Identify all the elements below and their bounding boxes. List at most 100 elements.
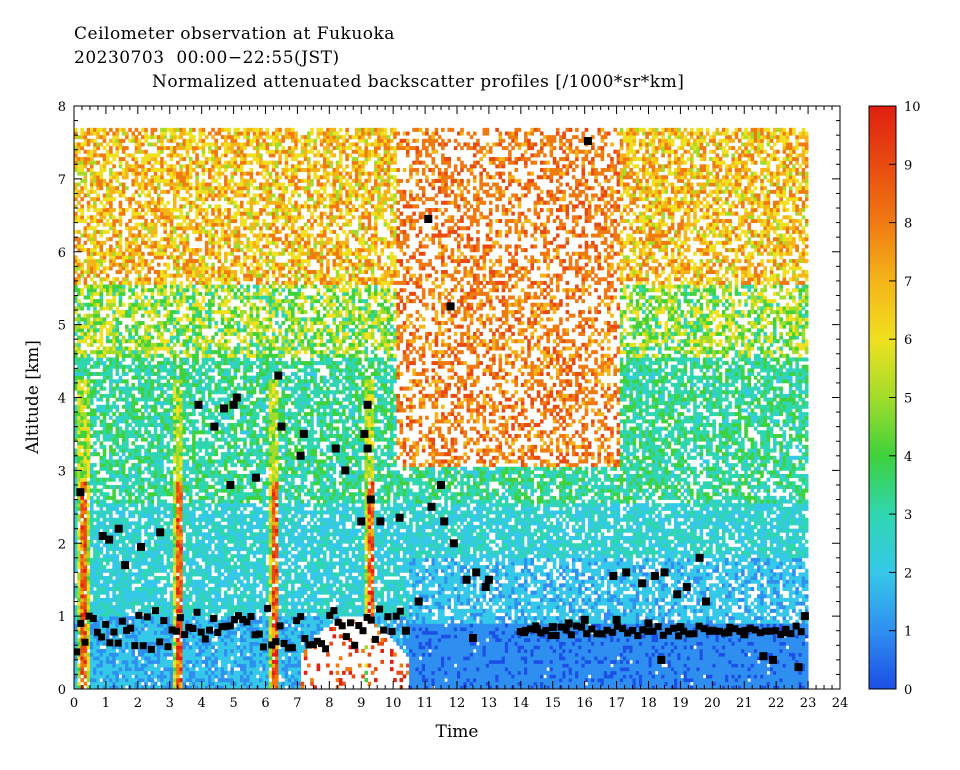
heatmap-cell (144, 583, 148, 587)
heatmap-cell (115, 172, 119, 176)
heatmap-cell (202, 576, 206, 580)
heatmap-cell (170, 598, 174, 602)
heatmap-cell (128, 394, 132, 398)
heatmap-cell (115, 500, 119, 504)
heatmap-cell (183, 481, 187, 485)
heatmap-cell (157, 332, 161, 336)
heatmap-cell (135, 510, 139, 514)
heatmap-cell (84, 561, 88, 565)
heatmap-cell (186, 336, 190, 340)
heatmap-cell (138, 193, 142, 197)
heatmap-cell (84, 193, 88, 197)
heatmap-cell (183, 507, 187, 511)
heatmap-cell (173, 445, 177, 449)
heatmap-cell (96, 620, 100, 624)
heatmap-cell (141, 631, 145, 635)
heatmap-cell (122, 172, 126, 176)
heatmap-cell (173, 496, 177, 500)
heatmap-cell (135, 474, 139, 478)
heatmap-cell (74, 609, 78, 613)
heatmap-cell (87, 376, 91, 380)
heatmap-cell (135, 634, 139, 638)
heatmap-cell (119, 365, 123, 369)
heatmap-cell (144, 609, 148, 613)
heatmap-cell (173, 204, 177, 208)
heatmap-cell (112, 252, 116, 256)
heatmap-cell (189, 398, 193, 402)
heatmap-cell (189, 645, 193, 649)
heatmap-cell (122, 449, 126, 453)
heatmap-cell (173, 638, 177, 642)
heatmap-cell (74, 518, 78, 522)
heatmap-cell (167, 445, 171, 449)
heatmap-cell (109, 459, 113, 463)
heatmap-cell (163, 510, 167, 514)
heatmap-cell (112, 223, 116, 227)
heatmap-cell (198, 514, 202, 518)
heatmap-cell (128, 551, 132, 555)
heatmap-cell (195, 507, 199, 511)
heatmap-cell (170, 215, 174, 219)
heatmap-cell (183, 427, 187, 431)
heatmap-cell (125, 580, 129, 584)
heatmap-cell (74, 543, 78, 547)
heatmap-cell (96, 175, 100, 179)
heatmap-cell (144, 153, 148, 157)
heatmap-cell (202, 321, 206, 325)
heatmap-cell (173, 128, 177, 132)
heatmap-cell (151, 223, 155, 227)
heatmap-cell (138, 350, 142, 354)
heatmap-cell (119, 339, 123, 343)
heatmap-cell (205, 230, 209, 234)
heatmap-cell (173, 580, 177, 584)
heatmap-cell (141, 336, 145, 340)
heatmap-cell (147, 583, 151, 587)
heatmap-cell (157, 503, 161, 507)
heatmap-cell (93, 394, 97, 398)
heatmap-cell (183, 671, 187, 675)
heatmap-cell (87, 266, 91, 270)
heatmap-cell (77, 663, 81, 667)
heatmap-cell (160, 438, 164, 442)
heatmap-cell (154, 234, 158, 238)
heatmap-cell (125, 365, 129, 369)
heatmap-cell (135, 554, 139, 558)
heatmap-cell (100, 263, 104, 267)
heatmap-cell (160, 605, 164, 609)
heatmap-cell (128, 252, 132, 256)
heatmap-cell (103, 612, 107, 616)
heatmap-cell (167, 481, 171, 485)
heatmap-cell (154, 452, 158, 456)
heatmap-cell (87, 321, 91, 325)
heatmap-cell (106, 274, 110, 278)
heatmap-cell (103, 361, 107, 365)
heatmap-cell (103, 598, 107, 602)
heatmap-cell (160, 423, 164, 427)
heatmap-cell (173, 201, 177, 205)
heatmap-cell (93, 270, 97, 274)
heatmap-cell (202, 274, 206, 278)
heatmap-cell (198, 645, 202, 649)
heatmap-cell (144, 157, 148, 161)
heatmap-cell (74, 529, 78, 533)
heatmap-cell (176, 467, 180, 471)
heatmap-cell (87, 481, 91, 485)
heatmap-cell (157, 459, 161, 463)
heatmap-cell (119, 598, 123, 602)
heatmap-cell (115, 419, 119, 423)
heatmap-cell (74, 354, 78, 358)
heatmap-cell (109, 372, 113, 376)
heatmap-cell (147, 419, 151, 423)
heatmap-cell (195, 230, 199, 234)
heatmap-cell (211, 682, 215, 686)
heatmap-cell (141, 157, 145, 161)
heatmap-cell (160, 172, 164, 176)
heatmap-cell (198, 332, 202, 336)
heatmap-cell (119, 427, 123, 431)
heatmap-cell (151, 518, 155, 522)
heatmap-cell (90, 255, 94, 259)
heatmap-cell (90, 379, 94, 383)
heatmap-cell (84, 401, 88, 405)
heatmap-cell (195, 565, 199, 569)
heatmap-cell (157, 485, 161, 489)
